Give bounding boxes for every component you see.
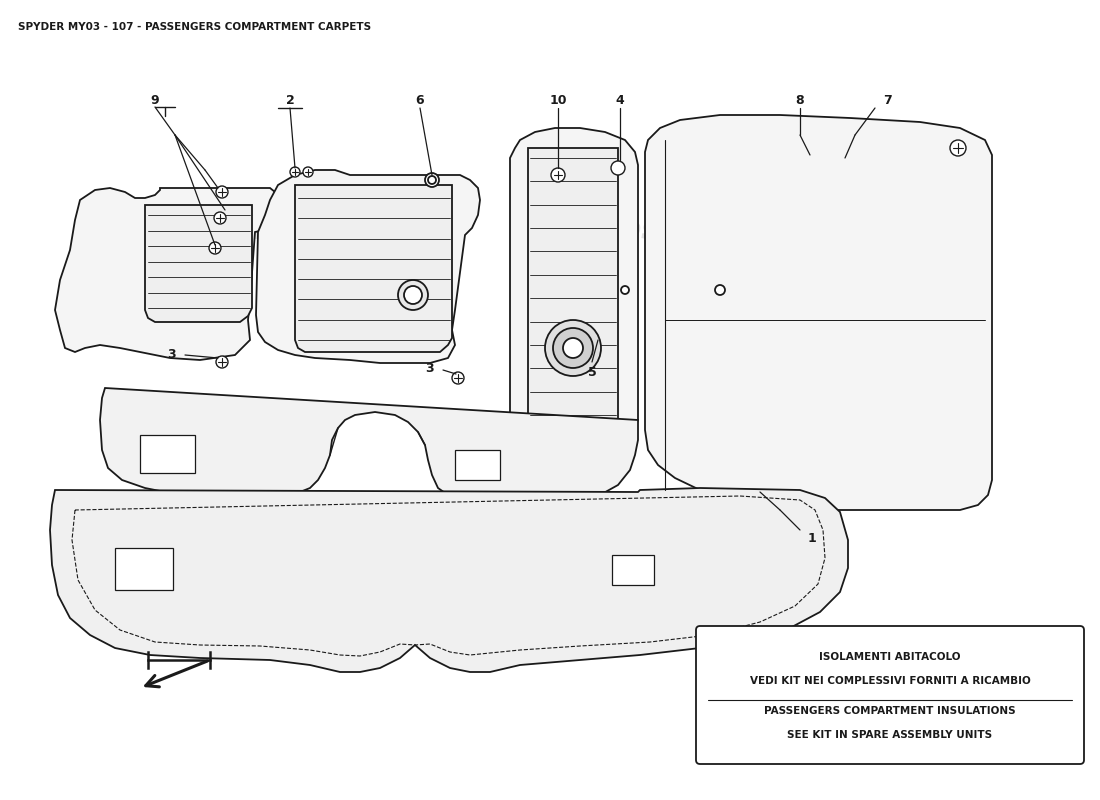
- Text: 3: 3: [167, 349, 176, 362]
- Text: 10: 10: [549, 94, 566, 106]
- Polygon shape: [510, 128, 638, 455]
- Polygon shape: [145, 205, 252, 322]
- Circle shape: [553, 328, 593, 368]
- Polygon shape: [55, 188, 278, 360]
- Text: eurospares: eurospares: [596, 563, 803, 597]
- Circle shape: [950, 140, 966, 156]
- Polygon shape: [645, 115, 992, 510]
- Text: 8: 8: [795, 94, 804, 106]
- Text: 1: 1: [807, 531, 816, 545]
- Text: 7: 7: [883, 94, 892, 106]
- Text: PASSENGERS COMPARTMENT INSULATIONS: PASSENGERS COMPARTMENT INSULATIONS: [764, 706, 1015, 716]
- Text: ISOLAMENTI ABITACOLO: ISOLAMENTI ABITACOLO: [820, 652, 960, 662]
- Circle shape: [610, 161, 625, 175]
- Text: 4: 4: [616, 94, 625, 106]
- Text: 6: 6: [416, 94, 425, 106]
- Bar: [140, 435, 195, 473]
- Circle shape: [404, 286, 422, 304]
- Text: SEE KIT IN SPARE ASSEMBLY UNITS: SEE KIT IN SPARE ASSEMBLY UNITS: [788, 730, 992, 740]
- Polygon shape: [256, 170, 480, 363]
- Polygon shape: [295, 185, 452, 352]
- Circle shape: [398, 280, 428, 310]
- Bar: [116, 548, 173, 590]
- Circle shape: [214, 212, 225, 224]
- Circle shape: [216, 186, 228, 198]
- Polygon shape: [528, 148, 618, 445]
- Polygon shape: [100, 388, 638, 500]
- Circle shape: [563, 338, 583, 358]
- Circle shape: [715, 285, 725, 295]
- Text: eurospares: eurospares: [557, 214, 763, 246]
- Text: eurospares: eurospares: [177, 563, 384, 597]
- FancyBboxPatch shape: [696, 626, 1084, 764]
- Polygon shape: [50, 488, 848, 672]
- Text: 2: 2: [286, 94, 295, 106]
- Text: 3: 3: [426, 362, 434, 374]
- Circle shape: [452, 372, 464, 384]
- Circle shape: [428, 176, 436, 184]
- Text: SPYDER MY03 - 107 - PASSENGERS COMPARTMENT CARPETS: SPYDER MY03 - 107 - PASSENGERS COMPARTME…: [18, 22, 371, 32]
- Circle shape: [216, 356, 228, 368]
- Text: VEDI KIT NEI COMPLESSIVI FORNITI A RICAMBIO: VEDI KIT NEI COMPLESSIVI FORNITI A RICAM…: [749, 676, 1031, 686]
- Text: eurospares: eurospares: [117, 214, 323, 246]
- Bar: [612, 555, 654, 585]
- Circle shape: [551, 168, 565, 182]
- Circle shape: [425, 173, 439, 187]
- Bar: [455, 450, 500, 480]
- Circle shape: [290, 167, 300, 177]
- Text: 9: 9: [151, 94, 160, 106]
- Text: 5: 5: [587, 366, 596, 378]
- Circle shape: [544, 320, 601, 376]
- Circle shape: [209, 242, 221, 254]
- Circle shape: [302, 167, 313, 177]
- Circle shape: [621, 286, 629, 294]
